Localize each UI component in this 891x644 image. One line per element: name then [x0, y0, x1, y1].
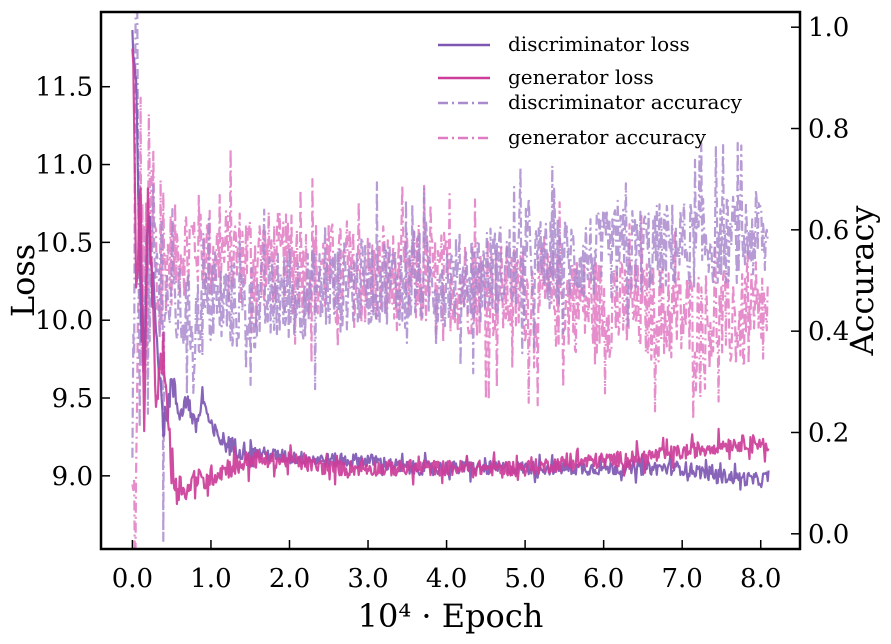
y-left-tick-label: 11.0 — [35, 151, 93, 181]
axes-frame — [99, 10, 802, 551]
x-tick-label: 6.0 — [583, 564, 624, 594]
y-right-tick-label: 1.0 — [808, 13, 849, 43]
x-tick-label: 5.0 — [504, 564, 545, 594]
x-tick-label: 1.0 — [190, 564, 231, 594]
y-left-tick-label: 9.5 — [52, 384, 93, 414]
y-right-tick-label: 0.6 — [808, 216, 849, 246]
y-left-tick-label: 10.5 — [35, 228, 93, 258]
x-tick-label: 2.0 — [269, 564, 310, 594]
y-axis-left-label: Loss — [4, 244, 42, 317]
y-right-tick-label: 0.8 — [808, 115, 849, 145]
y-right-tick-label: 0.4 — [808, 317, 849, 347]
plot-border — [99, 10, 802, 551]
y-axis-right-label: Accuracy — [843, 206, 881, 357]
series-line-discriminator-accuracy — [131, 12, 770, 543]
y-right-tick-label: 0.2 — [808, 418, 849, 448]
series-line-generator-loss — [131, 48, 770, 506]
legend-label: discriminator accuracy — [508, 90, 743, 114]
x-tick-label: 8.0 — [740, 564, 781, 594]
plot-layer — [131, 12, 770, 549]
y-left-tick-label: 11.5 — [35, 73, 93, 103]
y-left-tick-label: 10.0 — [35, 306, 93, 336]
x-tick-label: 7.0 — [662, 564, 703, 594]
series-group — [131, 12, 770, 549]
x-tick-label: 4.0 — [426, 564, 467, 594]
x-tick-label: 3.0 — [347, 564, 388, 594]
tick-layer: 0.0 1.0 2.0 3.0 4.0 5.0 6.0 7.0 8.0 9.0 9.5 10.0 10.… — [35, 13, 849, 594]
legend-label: generator accuracy — [508, 125, 707, 149]
legend-label: generator loss — [508, 65, 654, 89]
series-line-generator-accuracy — [131, 96, 770, 549]
legend-label: discriminator loss — [508, 32, 690, 56]
x-tick-label: 0.0 — [112, 564, 153, 594]
y-right-tick-label: 0.0 — [808, 520, 849, 550]
y-left-tick-label: 9.0 — [52, 462, 93, 492]
legend: discriminator loss generator lossdiscrimi… — [438, 32, 743, 149]
x-axis-label: 10⁴ · Epoch — [358, 597, 544, 635]
